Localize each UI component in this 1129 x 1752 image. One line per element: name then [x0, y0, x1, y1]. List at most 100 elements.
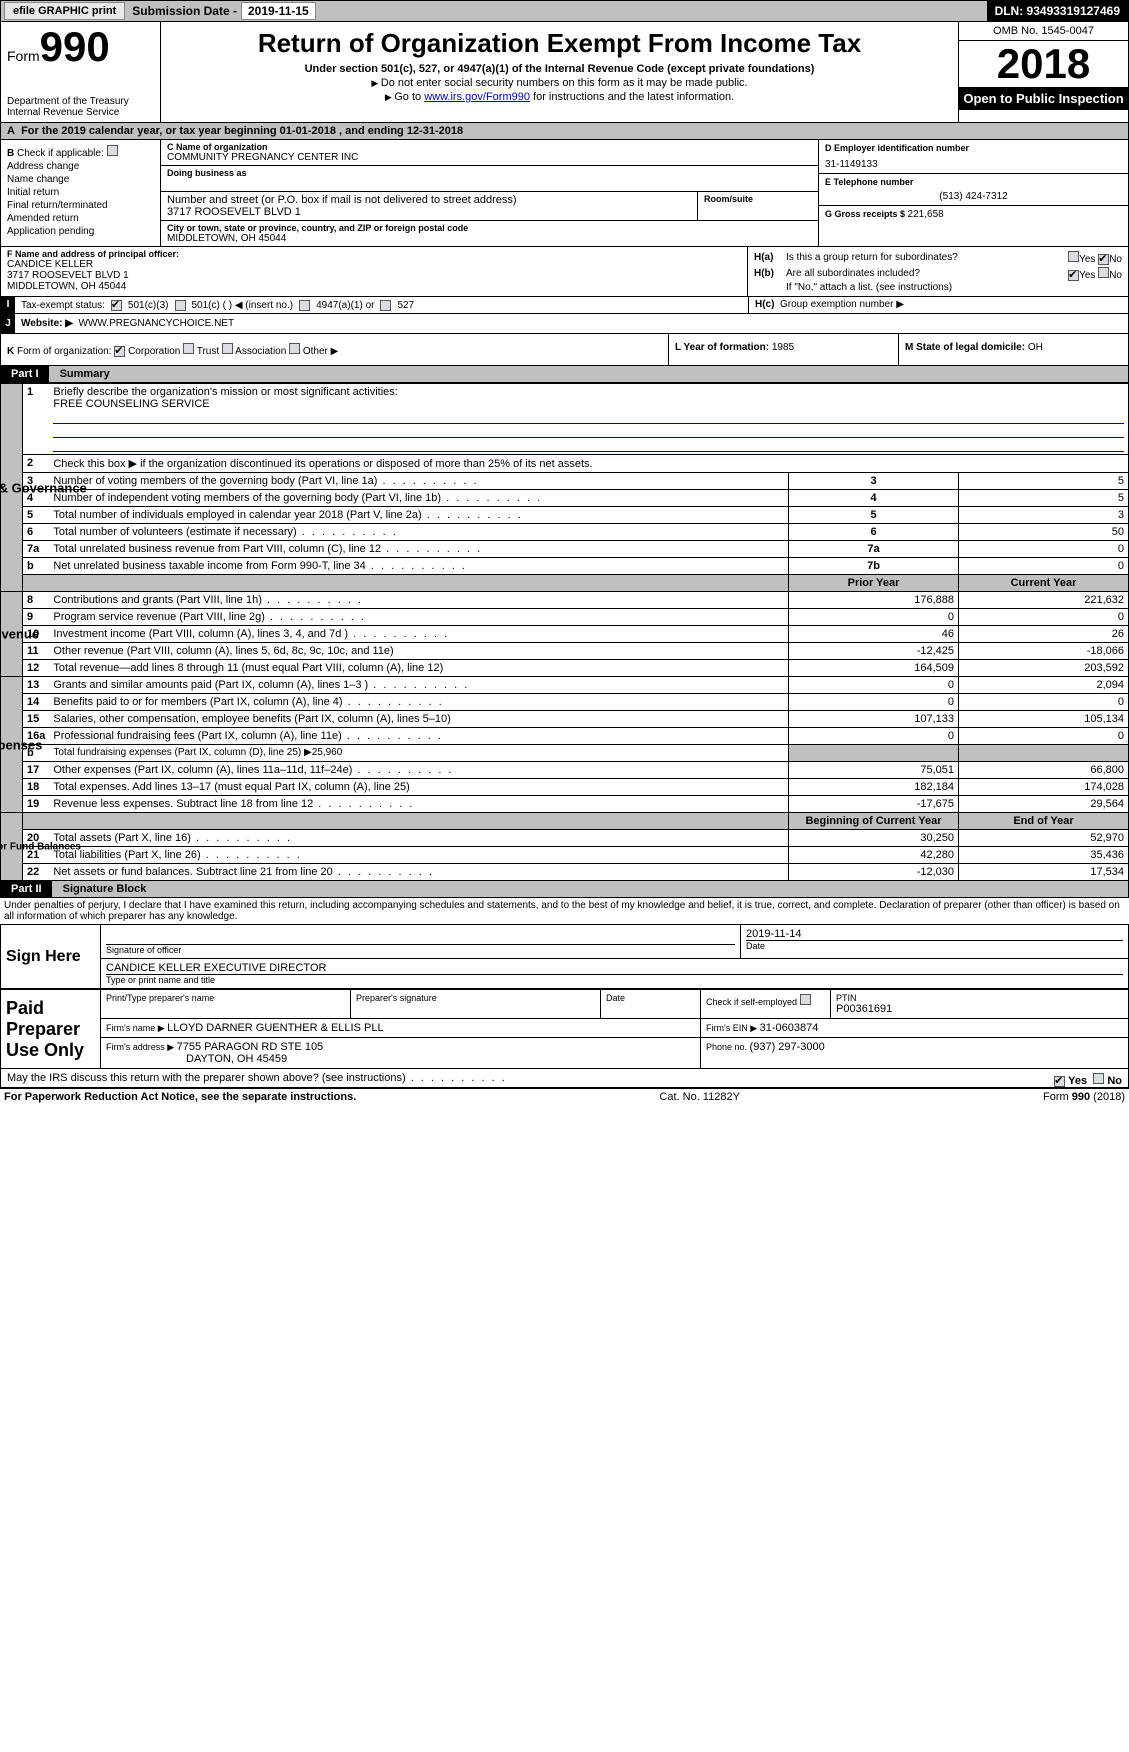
col-b-title: Check if applicable:: [17, 148, 104, 159]
chk-name-change[interactable]: Name change: [7, 174, 154, 185]
501c3-checkbox[interactable]: [111, 300, 122, 311]
l11-prior: -12,425: [789, 643, 959, 660]
row-18: 18Total expenses. Add lines 13–17 (must …: [1, 779, 1129, 796]
527-checkbox[interactable]: [380, 300, 391, 311]
row-12: 12Total revenue—add lines 8 through 11 (…: [1, 660, 1129, 677]
l15-text: Salaries, other compensation, employee b…: [49, 711, 788, 728]
col-b-checkboxes: B Check if applicable: Address change Na…: [1, 140, 161, 246]
no-label: No: [1109, 254, 1122, 265]
l7b-key: 7b: [789, 558, 959, 575]
state-label: M State of legal domicile:: [905, 342, 1028, 353]
city-label: City or town, state or province, country…: [167, 223, 812, 233]
l16b-text: Total fundraising expenses (Part IX, col…: [49, 745, 788, 762]
l5-val: 3: [959, 507, 1129, 524]
officer-addr2: MIDDLETOWN, OH 45044: [7, 281, 741, 292]
l20-curr: 52,970: [959, 830, 1129, 847]
i-tab: I: [1, 297, 15, 313]
l7a-text: Total unrelated business revenue from Pa…: [49, 541, 788, 558]
l10-curr: 26: [959, 626, 1129, 643]
side-expenses: Expenses: [1, 677, 23, 813]
l20-text: Total assets (Part X, line 16): [49, 830, 788, 847]
trust-checkbox[interactable]: [183, 343, 194, 354]
room-cell: Room/suite: [698, 192, 818, 220]
irs-yes-checkbox[interactable]: [1054, 1076, 1065, 1087]
tax-exempt-status: Tax-exempt status: 501(c)(3) 501(c) ( ) …: [15, 297, 748, 313]
501c-checkbox[interactable]: [175, 300, 186, 311]
ha-yes-checkbox[interactable]: [1068, 251, 1079, 262]
col-de: D Employer identification number 31-1149…: [818, 140, 1128, 246]
firm-addr-cell: Firm's address ▶ 7755 PARAGON RD STE 105…: [101, 1038, 701, 1069]
sig-date-cell: 2019-11-14 Date: [741, 925, 1129, 959]
omb-number: OMB No. 1545-0047: [959, 22, 1128, 41]
self-emp-checkbox[interactable]: [800, 994, 811, 1005]
dln: DLN: 93493319127469: [987, 1, 1128, 21]
form-number: Form990: [7, 26, 154, 68]
l12-text: Total revenue—add lines 8 through 11 (mu…: [49, 660, 788, 677]
tel-cell: E Telephone number (513) 424-7312: [819, 174, 1128, 206]
firm-name-cell: Firm's name ▶ LLOYD DARNER GUENTHER & EL…: [101, 1019, 701, 1038]
hb-yes-checkbox[interactable]: [1068, 270, 1079, 281]
sig-name: CANDICE KELLER EXECUTIVE DIRECTOR: [106, 962, 1123, 974]
irs-discuss-row: May the IRS discuss this return with the…: [0, 1069, 1129, 1088]
chk-app-pending[interactable]: Application pending: [7, 226, 154, 237]
row-14: 14Benefits paid to or for members (Part …: [1, 694, 1129, 711]
irs-yes-label: Yes: [1068, 1075, 1087, 1087]
chk-address-change[interactable]: Address change: [7, 161, 154, 172]
l7b-val: 0: [959, 558, 1129, 575]
yof-label: L Year of formation:: [675, 342, 772, 353]
form-subtitle: Under section 501(c), 527, or 4947(a)(1)…: [169, 63, 950, 75]
corp-checkbox[interactable]: [114, 346, 125, 357]
footer-left: For Paperwork Reduction Act Notice, see …: [4, 1091, 356, 1103]
l17-prior: 75,051: [789, 762, 959, 779]
irs-no-checkbox[interactable]: [1093, 1073, 1104, 1084]
sig-name-cell: CANDICE KELLER EXECUTIVE DIRECTOR Type o…: [101, 959, 1129, 989]
footer-right: Form 990 (2018): [1043, 1091, 1125, 1103]
sign-here-label: Sign Here: [1, 925, 101, 989]
chk-initial-return[interactable]: Initial return: [7, 187, 154, 198]
checkbox-icon[interactable]: [107, 145, 118, 156]
efile-button[interactable]: efile GRAPHIC print: [4, 2, 125, 20]
ein-cell: D Employer identification number 31-1149…: [819, 140, 1128, 174]
l14-text: Benefits paid to or for members (Part IX…: [49, 694, 788, 711]
l22-curr: 17,534: [959, 864, 1129, 881]
l16a-curr: 0: [959, 728, 1129, 745]
addr-row: Number and street (or P.O. box if mail i…: [161, 192, 818, 221]
l14-curr: 0: [959, 694, 1129, 711]
principal-officer: F Name and address of principal officer:…: [1, 247, 748, 296]
ha-no-checkbox[interactable]: [1098, 254, 1109, 265]
yof-value: 1985: [772, 342, 794, 353]
l20-prior: 30,250: [789, 830, 959, 847]
footer: For Paperwork Reduction Act Notice, see …: [0, 1088, 1129, 1105]
firm-addr-label: Firm's address ▶: [106, 1042, 177, 1052]
firm-city: DAYTON, OH 45459: [186, 1053, 287, 1065]
4947-checkbox[interactable]: [299, 300, 310, 311]
officer-name: CANDICE KELLER: [7, 259, 741, 270]
hb-no-checkbox[interactable]: [1098, 267, 1109, 278]
l16b-prior: [789, 745, 959, 762]
row-11: 11Other revenue (Part VIII, column (A), …: [1, 643, 1129, 660]
gross-value: 221,658: [908, 209, 944, 220]
chk-amended[interactable]: Amended return: [7, 213, 154, 224]
irs-link[interactable]: www.irs.gov/Form990: [424, 91, 530, 103]
side-expenses-label: Expenses: [0, 737, 42, 752]
goto-suffix: for instructions and the latest informat…: [530, 91, 734, 103]
other-checkbox[interactable]: [289, 343, 300, 354]
state-domicile: M State of legal domicile: OH: [898, 334, 1128, 365]
firm-ein: 31-0603874: [760, 1022, 819, 1034]
line-1-value: FREE COUNSELING SERVICE: [53, 398, 209, 410]
yes-label: Yes: [1079, 254, 1095, 265]
chk-name-lbl: Name change: [7, 174, 69, 185]
chk-final-return[interactable]: Final return/terminated: [7, 200, 154, 211]
row-i: I Tax-exempt status: 501(c)(3) 501(c) ( …: [0, 297, 1129, 314]
row-5: 5Total number of individuals employed in…: [1, 507, 1129, 524]
row-19: 19Revenue less expenses. Subtract line 1…: [1, 796, 1129, 813]
curr-year-hdr: Current Year: [959, 575, 1129, 592]
l21-text: Total liabilities (Part X, line 26): [49, 847, 788, 864]
form-note-goto: Go to www.irs.gov/Form990 for instructio…: [169, 91, 950, 103]
side-netassets: Net Assets or Fund Balances: [1, 813, 23, 881]
assoc-checkbox[interactable]: [222, 343, 233, 354]
l19-curr: 29,564: [959, 796, 1129, 813]
row-pyhdr: Prior YearCurrent Year: [1, 575, 1129, 592]
sig-date-label: Date: [746, 940, 1123, 951]
chk-app-lbl: Application pending: [7, 226, 94, 237]
